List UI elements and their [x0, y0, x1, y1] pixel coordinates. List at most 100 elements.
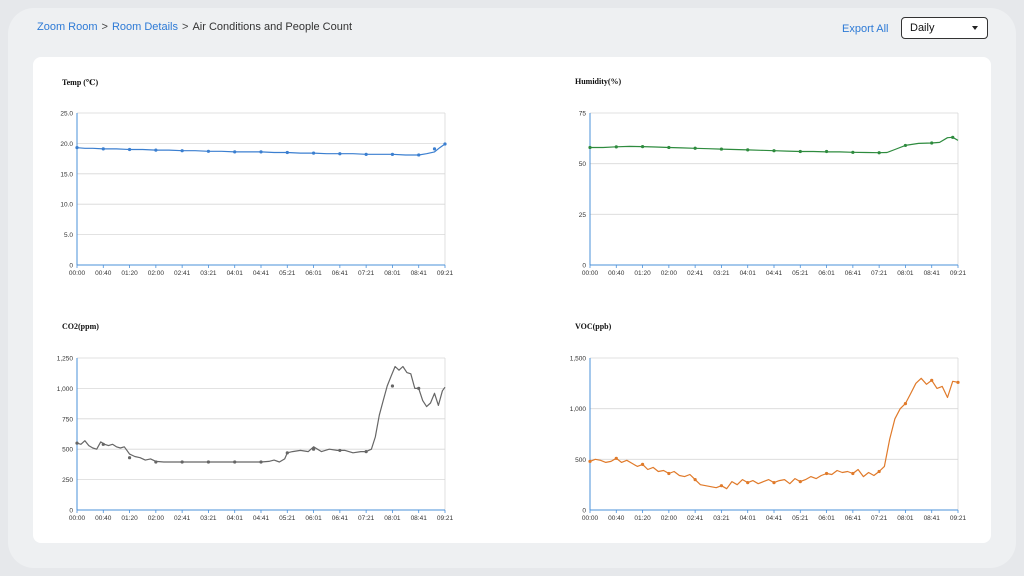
breadcrumb-room-details[interactable]: Room Details: [111, 21, 178, 33]
y-tick-label: 25: [579, 212, 587, 219]
data-point: [903, 402, 908, 406]
data-point: [614, 456, 618, 460]
y-tick-label: 0: [582, 508, 586, 515]
y-tick-label: 500: [62, 447, 73, 454]
x-tick-label: 04:01: [227, 515, 244, 522]
x-tick-label: 03:21: [200, 270, 217, 277]
x-tick-label: 05:21: [792, 515, 809, 522]
y-tick-label: 0: [582, 263, 586, 270]
x-tick-label: 01:20: [634, 515, 651, 522]
data-point: [259, 150, 263, 154]
data-point: [851, 471, 855, 476]
data-point: [772, 481, 776, 485]
breadcrumb: Zoom Room > Room Details > Air Conditions an…: [37, 21, 352, 33]
x-tick-label: 00:40: [95, 515, 112, 522]
y-tick-label: 1,000: [57, 386, 74, 393]
x-tick-label: 01:20: [634, 270, 651, 277]
data-point: [180, 149, 184, 153]
x-tick-label: 06:01: [305, 270, 322, 277]
x-tick-label: 02:41: [174, 515, 191, 522]
data-point: [877, 469, 881, 474]
y-tick-label: 10.0: [60, 202, 73, 209]
range-select[interactable]: Daily: [901, 17, 988, 39]
breadcrumb-current: Air Conditions and People Count: [192, 21, 353, 33]
breadcrumb-separator: >: [101, 21, 108, 33]
chevron-down-icon: [972, 26, 978, 30]
x-tick-label: 03:21: [200, 515, 217, 522]
data-point: [746, 148, 750, 152]
x-tick-label: 07:21: [871, 515, 888, 522]
voc-chart-svg: 0 500 1,000 1,500 00:00 00:40 01:20 02:00 02:41 0…: [570, 356, 967, 523]
breadcrumb-separator: >: [182, 21, 189, 33]
range-select-value: Daily: [910, 22, 935, 34]
series-line: [589, 377, 959, 490]
y-tick-label: 0: [69, 263, 73, 270]
data-point: [956, 380, 960, 384]
data-point: [390, 384, 395, 388]
y-tick-label: 20.0: [60, 141, 73, 148]
y-tick-label: 1,500: [570, 356, 587, 363]
data-point: [667, 471, 671, 476]
data-point: [417, 153, 421, 157]
x-tick-label: 02:41: [687, 515, 704, 522]
y-tick-label: 5.0: [64, 232, 73, 239]
x-tick-label: 01:20: [121, 515, 138, 522]
x-tick-label: 09:21: [950, 270, 967, 277]
data-point: [364, 450, 368, 454]
data-point: [206, 149, 211, 153]
data-point: [311, 447, 316, 451]
data-point: [719, 147, 724, 151]
data-point: [443, 142, 447, 146]
data-point: [798, 149, 802, 154]
y-tick-label: 250: [62, 477, 73, 484]
data-point: [798, 480, 802, 484]
x-tick-label: 04:41: [253, 515, 270, 522]
x-tick-label: 08:41: [924, 270, 941, 277]
x-tick-label: 04:41: [253, 270, 270, 277]
co2-chart: CO2(ppm) 0 250 500 750 1,000 1,250 00:00 00:40 0…: [33, 300, 512, 543]
x-tick-label: 06:01: [818, 515, 835, 522]
data-point: [127, 456, 132, 460]
x-tick-label: 08:01: [897, 515, 914, 522]
data-point: [693, 146, 697, 150]
x-tick-label: 00:00: [69, 515, 86, 522]
breadcrumb-zoom-room[interactable]: Zoom Room: [37, 21, 98, 33]
data-point: [75, 441, 79, 445]
x-tick-label: 02:00: [148, 270, 165, 277]
data-point: [285, 451, 289, 455]
y-tick-label: 500: [575, 457, 586, 464]
x-tick-label: 00:00: [69, 270, 86, 277]
data-point: [772, 149, 776, 153]
data-point: [180, 460, 184, 464]
export-all-link[interactable]: Export All: [842, 23, 889, 35]
chart-title: VOC(ppb): [575, 322, 612, 331]
data-point: [432, 147, 437, 151]
x-tick-label: 06:41: [332, 515, 349, 522]
data-point: [233, 460, 237, 464]
x-tick-label: 00:40: [608, 515, 625, 522]
data-point: [101, 442, 105, 446]
x-tick-label: 04:41: [766, 515, 783, 522]
data-point: [930, 378, 934, 382]
x-tick-label: 09:21: [437, 270, 454, 277]
data-point: [154, 148, 158, 152]
data-point: [951, 135, 955, 139]
data-point: [693, 478, 697, 482]
x-tick-label: 02:41: [687, 270, 704, 277]
data-point: [127, 147, 132, 152]
data-point: [903, 143, 908, 148]
data-point: [338, 152, 342, 156]
data-point: [390, 152, 395, 156]
x-tick-label: 04:01: [740, 270, 757, 277]
data-point: [154, 460, 158, 464]
x-tick-label: 00:40: [608, 270, 625, 277]
y-tick-label: 750: [62, 416, 73, 423]
x-tick-label: 03:21: [713, 515, 730, 522]
temp-chart-svg: 0 5.0 10.0 15.0 20.0 25.0 00:00 00:40 01:20 02:00…: [60, 111, 454, 278]
data-point: [719, 484, 724, 488]
data-point: [614, 145, 618, 149]
x-tick-label: 08:01: [384, 270, 401, 277]
y-tick-label: 1,000: [570, 406, 587, 413]
x-tick-label: 00:00: [582, 515, 599, 522]
y-tick-label: 50: [579, 161, 587, 168]
